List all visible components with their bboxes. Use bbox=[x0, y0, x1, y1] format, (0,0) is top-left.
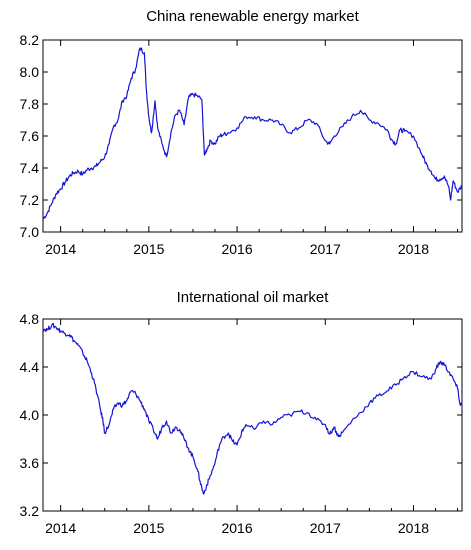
x-tick-label: 2018 bbox=[398, 241, 429, 257]
x-tick-label: 2014 bbox=[45, 520, 76, 536]
series-line bbox=[42, 322, 463, 495]
y-tick-label: 7.2 bbox=[20, 192, 40, 208]
x-tick-label: 2015 bbox=[133, 520, 164, 536]
x-tick-label: 2018 bbox=[398, 520, 429, 536]
chart-oil: International oil market 3.2 3.6 4.0 4.4 4.8 2… bbox=[20, 289, 463, 536]
y-tick-label: 7.0 bbox=[20, 224, 40, 240]
x-tick-label: 2017 bbox=[310, 520, 341, 536]
y-tick-label: 8.2 bbox=[20, 32, 40, 48]
chart-title: China renewable energy market bbox=[146, 8, 359, 25]
y-tick-label: 4.8 bbox=[20, 311, 40, 327]
x-tick-label: 2014 bbox=[45, 241, 76, 257]
y-tick-label: 3.6 bbox=[20, 455, 40, 471]
y-tick-label: 7.8 bbox=[20, 96, 40, 112]
chart-title: International oil market bbox=[177, 289, 330, 306]
series-line bbox=[42, 47, 463, 220]
x-tick-label: 2016 bbox=[221, 241, 252, 257]
y-tick-label: 3.2 bbox=[20, 503, 40, 519]
x-tick-label: 2016 bbox=[221, 520, 252, 536]
y-tick-label: 7.4 bbox=[20, 160, 40, 176]
chart-renewable: China renewable energy market 7.0 7.2 7.4 7.… bbox=[20, 8, 463, 257]
plot-frame bbox=[42, 39, 463, 233]
y-tick-label: 4.4 bbox=[20, 359, 40, 375]
y-tick-label: 7.6 bbox=[20, 128, 40, 144]
y-tick-label: 8.0 bbox=[20, 64, 40, 80]
x-tick-label: 2015 bbox=[133, 241, 164, 257]
plot-frame bbox=[42, 318, 463, 512]
x-tick-label: 2017 bbox=[310, 241, 341, 257]
y-tick-label: 4.0 bbox=[20, 407, 40, 423]
